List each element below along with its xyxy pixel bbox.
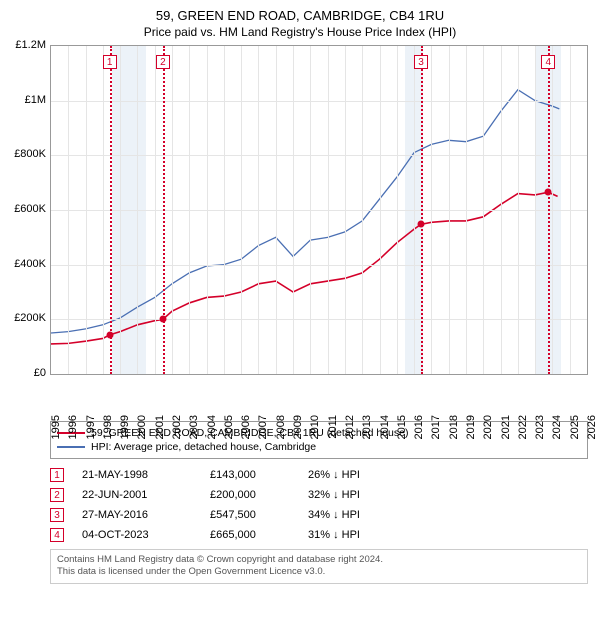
x-tick-label: 1996 [63,415,79,439]
event-marker: 2 [156,55,170,69]
y-tick-label: £400K [14,258,50,270]
legend-label: HPI: Average price, detached house, Camb… [91,441,316,453]
y-tick-label: £1.2M [15,39,50,51]
event-date: 27-MAY-2016 [82,509,192,521]
event-delta: 31% ↓ HPI [308,529,398,541]
event-delta: 34% ↓ HPI [308,509,398,521]
event-dot [106,331,113,338]
event-row: 3 27-MAY-2016 £547,500 34% ↓ HPI [50,505,588,525]
y-tick-label: £1M [25,94,50,106]
x-tick-label: 2022 [513,415,529,439]
x-tick-label: 2009 [288,415,304,439]
event-price: £143,000 [210,469,290,481]
x-tick-label: 2025 [565,415,581,439]
event-date: 21-MAY-1998 [82,469,192,481]
footer-attribution: Contains HM Land Registry data © Crown c… [50,549,588,584]
event-index-box: 2 [50,488,64,502]
event-index-box: 3 [50,508,64,522]
x-tick-label: 2004 [202,415,218,439]
x-tick-label: 2023 [530,415,546,439]
x-tick-label: 2010 [305,415,321,439]
x-tick-label: 2014 [375,415,391,439]
x-tick-label: 2015 [392,415,408,439]
event-date: 04-OCT-2023 [82,529,192,541]
x-tick-label: 2008 [271,415,287,439]
x-tick-label: 2001 [150,415,166,439]
x-tick-label: 2018 [444,415,460,439]
event-row: 4 04-OCT-2023 £665,000 31% ↓ HPI [50,525,588,545]
x-tick-label: 2006 [236,415,252,439]
event-delta: 32% ↓ HPI [308,489,398,501]
event-row: 1 21-MAY-1998 £143,000 26% ↓ HPI [50,465,588,485]
events-table: 1 21-MAY-1998 £143,000 26% ↓ HPI 2 22-JUN-200… [50,465,588,545]
x-tick-label: 1995 [46,415,62,439]
x-tick-label: 2019 [461,415,477,439]
y-tick-label: £200K [14,312,50,324]
legend-item-hpi: HPI: Average price, detached house, Camb… [57,440,581,454]
event-dot [418,221,425,228]
event-line [163,46,165,374]
event-marker: 3 [414,55,428,69]
plot-area: 1234 £0£200K£400K£600K£800K£1M£1.2M [50,45,588,375]
x-tick-label: 2012 [340,415,356,439]
x-tick-label: 2003 [184,415,200,439]
x-tick-label: 1998 [98,415,114,439]
x-tick-label: 2002 [167,415,183,439]
y-tick-label: £0 [34,367,50,379]
chart-subtitle: Price paid vs. HM Land Registry's House … [0,25,600,39]
event-dot [545,189,552,196]
x-tick-label: 2000 [132,415,148,439]
event-line [421,46,423,374]
footer-line: This data is licensed under the Open Gov… [57,566,581,578]
event-price: £665,000 [210,529,290,541]
event-delta: 26% ↓ HPI [308,469,398,481]
event-index-box: 4 [50,528,64,542]
x-tick-label: 2026 [582,415,598,439]
event-date: 22-JUN-2001 [82,489,192,501]
event-marker: 4 [541,55,555,69]
x-tick-label: 2016 [409,415,425,439]
series-property [51,192,558,344]
event-price: £200,000 [210,489,290,501]
legend-swatch [57,446,85,448]
x-tick-label: 2024 [547,415,563,439]
chart-container: 59, GREEN END ROAD, CAMBRIDGE, CB4 1RU P… [0,8,600,584]
event-line [110,46,112,374]
event-row: 2 22-JUN-2001 £200,000 32% ↓ HPI [50,485,588,505]
y-tick-label: £600K [14,203,50,215]
x-tick-label: 2017 [426,415,442,439]
plot-frame: 1 2 3 4 [50,45,588,375]
chart-title: 59, GREEN END ROAD, CAMBRIDGE, CB4 1RU [0,8,600,23]
footer-line: Contains HM Land Registry data © Crown c… [57,554,581,566]
x-tick-label: 2011 [323,415,339,439]
event-line [548,46,550,374]
event-marker: 1 [103,55,117,69]
event-index-box: 1 [50,468,64,482]
x-tick-label: 2020 [478,415,494,439]
x-axis: 1995199619971998199920002001200220032004… [50,375,588,415]
event-price: £547,500 [210,509,290,521]
x-tick-label: 2013 [357,415,373,439]
x-tick-label: 2005 [219,415,235,439]
y-tick-label: £800K [14,148,50,160]
x-tick-label: 1997 [81,415,97,439]
x-tick-label: 2021 [496,415,512,439]
x-tick-label: 1999 [115,415,131,439]
x-tick-label: 2007 [253,415,269,439]
event-dot [159,316,166,323]
